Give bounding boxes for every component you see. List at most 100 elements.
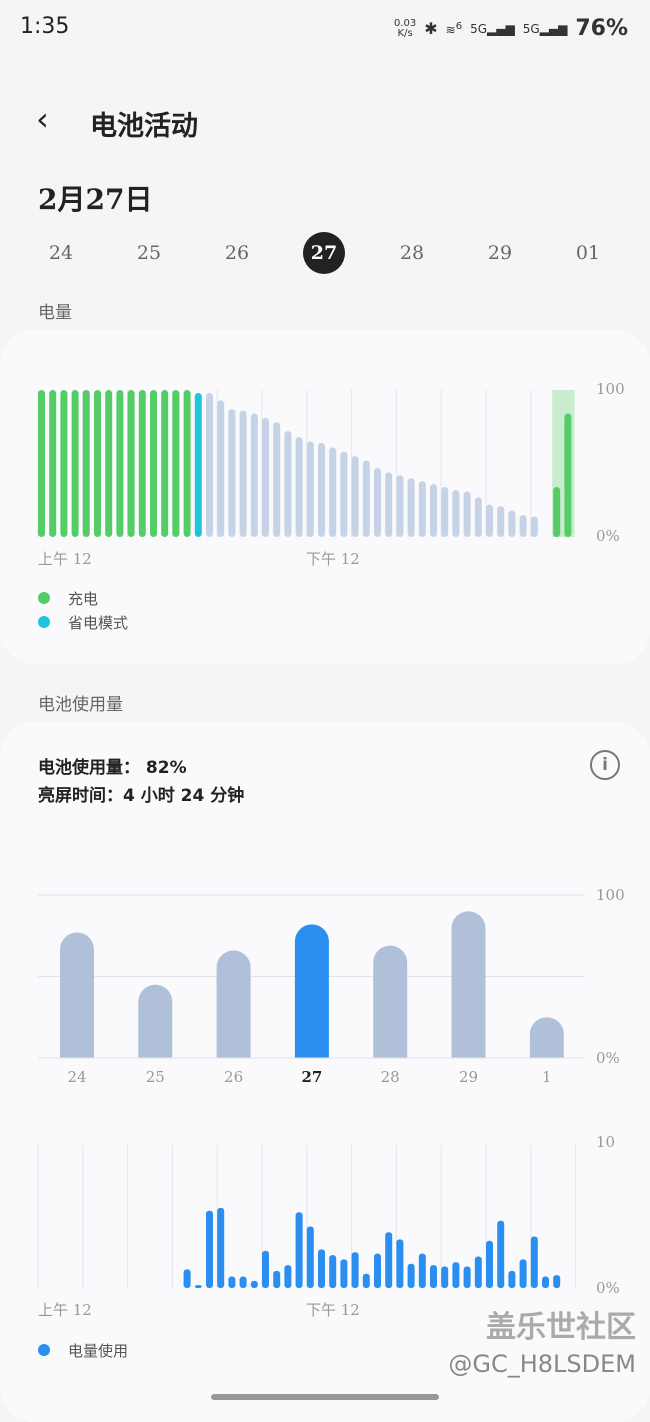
x-tick-label[interactable]: 25	[145, 1068, 165, 1086]
level-bar	[217, 400, 225, 537]
level-bar	[82, 390, 90, 537]
x-tick-label[interactable]: 24	[67, 1068, 87, 1086]
usage-bar	[374, 1253, 381, 1288]
usage-bar	[228, 1276, 236, 1288]
status-time: 1:35	[20, 14, 70, 39]
y-tick-bottom: 0%	[596, 527, 620, 545]
back-button[interactable]: ‹	[36, 100, 49, 138]
usage-dot-icon	[38, 1344, 50, 1356]
usage-bar	[530, 1236, 538, 1288]
y-tick-bottom: 0%	[596, 1279, 620, 1297]
level-bar	[206, 392, 213, 537]
level-bar	[127, 390, 135, 537]
level-bar	[273, 422, 281, 537]
day-bar-27	[294, 924, 329, 1075]
level-bar	[60, 390, 68, 537]
level-bar	[71, 390, 79, 537]
level-bar	[161, 390, 169, 537]
usage-bar	[306, 1226, 314, 1288]
x-tick-pm: 下午 12	[306, 550, 360, 568]
selected-date: 2月27日	[38, 183, 153, 216]
usage-bar	[385, 1232, 393, 1288]
usage-bar	[508, 1270, 516, 1288]
saving-dot-icon	[38, 616, 50, 628]
day-28[interactable]: 28	[399, 242, 425, 264]
usage-bar	[250, 1280, 258, 1288]
legend-charging: 充电	[38, 586, 128, 610]
level-bar	[407, 478, 415, 537]
day-bar-28	[373, 945, 408, 1075]
day-bar-29	[451, 911, 486, 1075]
day-01[interactable]: 01	[575, 242, 601, 264]
usage-bar	[183, 1269, 191, 1288]
signal-icon-2: 5G▂▄▆	[522, 21, 568, 36]
level-bar	[418, 481, 426, 537]
level-bar	[228, 409, 236, 537]
level-bar	[284, 431, 292, 537]
net-speed: 0.03 K/s	[393, 17, 417, 39]
day-27[interactable]: 27	[303, 232, 345, 274]
usage-bar	[441, 1266, 449, 1288]
watermark-handle: @GC_H8LSDEM	[448, 1350, 636, 1378]
level-bar	[150, 390, 157, 537]
level-bar	[250, 413, 258, 537]
level-bar	[340, 451, 348, 537]
usage-bar	[194, 1285, 202, 1288]
x-tick-am: 上午 12	[38, 550, 92, 568]
x-tick-label[interactable]: 28	[380, 1068, 400, 1086]
x-tick-label[interactable]: 1	[542, 1068, 552, 1086]
y-tick-top: 10	[596, 1133, 616, 1151]
level-bar	[38, 390, 45, 537]
x-tick-label[interactable]: 29	[458, 1068, 479, 1086]
level-bar	[508, 510, 516, 537]
info-icon[interactable]: i	[590, 750, 620, 780]
usage-bar	[351, 1252, 359, 1288]
level-bar	[362, 460, 370, 537]
day-selector: 24 25 26 27 28 29 01	[0, 232, 650, 274]
day-bar-26	[216, 950, 251, 1075]
charging-dot-icon	[38, 592, 50, 604]
usage-bar	[284, 1265, 292, 1288]
battery-percent: 76%	[575, 16, 628, 41]
day-24[interactable]: 24	[48, 242, 74, 264]
x-tick-pm: 下午 12	[306, 1301, 360, 1319]
level-bar	[497, 506, 505, 537]
level-bar	[486, 504, 493, 537]
usage-bar	[497, 1220, 505, 1288]
level-bar	[553, 487, 561, 537]
page-title: 电池活动	[90, 111, 198, 142]
y-tick-bottom: 0%	[596, 1049, 620, 1067]
usage-bar	[217, 1207, 225, 1288]
level-bar	[318, 442, 325, 537]
level-bar	[564, 413, 572, 537]
y-tick-top: 100	[596, 380, 625, 398]
usage-bar	[239, 1276, 247, 1288]
home-indicator[interactable]	[211, 1394, 439, 1400]
usage-bar	[519, 1259, 527, 1288]
usage-bar	[295, 1212, 303, 1288]
level-bar	[295, 437, 303, 537]
usage-bar	[463, 1266, 471, 1288]
x-tick-label[interactable]: 26	[224, 1068, 244, 1086]
chart-mask	[30, 1058, 590, 1080]
usage-bar	[340, 1259, 348, 1288]
usage-bar	[329, 1255, 337, 1288]
level-bar	[105, 390, 113, 537]
level-bar	[306, 441, 314, 537]
usage-percent: 电池使用量： 82%	[38, 758, 187, 778]
level-bar	[351, 456, 359, 537]
level-bar	[430, 484, 437, 537]
section-level-title: 电量	[38, 303, 72, 323]
day-26[interactable]: 26	[224, 242, 250, 264]
x-tick-am: 上午 12	[38, 1301, 92, 1319]
level-bar	[396, 475, 404, 537]
y-tick-top: 100	[596, 886, 625, 904]
legend: 充电 省电模式	[38, 586, 128, 634]
bluetooth-icon: ✱	[424, 19, 438, 38]
x-tick-label[interactable]: 27	[301, 1068, 323, 1086]
level-bar	[463, 491, 471, 537]
day-29[interactable]: 29	[487, 242, 513, 264]
day-25[interactable]: 25	[136, 242, 162, 264]
level-bar	[116, 390, 124, 537]
status-icons: 0.03 K/s ✱ ≋6 5G▂▄▆ 5G▂▄▆ 76%	[394, 16, 628, 41]
